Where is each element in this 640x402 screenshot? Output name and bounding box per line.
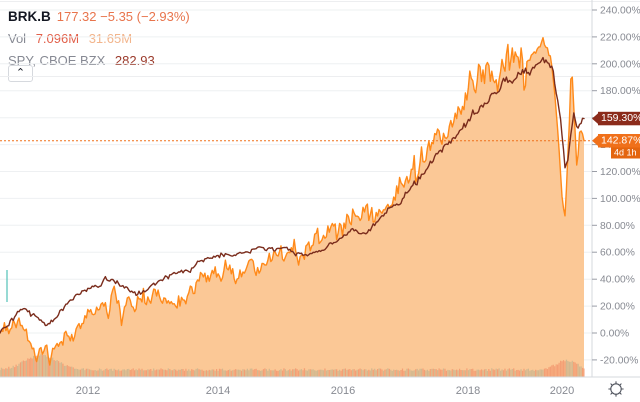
svg-text:2020: 2020 (550, 385, 574, 397)
svg-text:200.00%: 200.00% (600, 59, 640, 70)
svg-text:2014: 2014 (206, 385, 230, 397)
svg-text:20.00%: 20.00% (600, 302, 635, 313)
svg-text:-20.00%: -20.00% (600, 355, 638, 366)
svg-text:240.00%: 240.00% (600, 6, 640, 17)
svg-text:180.00%: 180.00% (600, 86, 640, 97)
svg-text:40.00%: 40.00% (600, 275, 635, 286)
svg-text:142.87%: 142.87% (601, 134, 640, 146)
svg-text:80.00%: 80.00% (600, 221, 635, 232)
svg-text:0.00%: 0.00% (600, 329, 629, 340)
svg-text:120.00%: 120.00% (600, 167, 640, 178)
svg-text:2018: 2018 (456, 385, 480, 397)
svg-text:2016: 2016 (331, 385, 355, 397)
svg-text:2012: 2012 (76, 385, 100, 397)
svg-text:60.00%: 60.00% (600, 248, 635, 259)
svg-text:4d 1h: 4d 1h (614, 148, 637, 158)
svg-text:220.00%: 220.00% (600, 32, 640, 43)
svg-text:159.30%: 159.30% (601, 112, 640, 124)
svg-text:100.00%: 100.00% (600, 194, 640, 205)
